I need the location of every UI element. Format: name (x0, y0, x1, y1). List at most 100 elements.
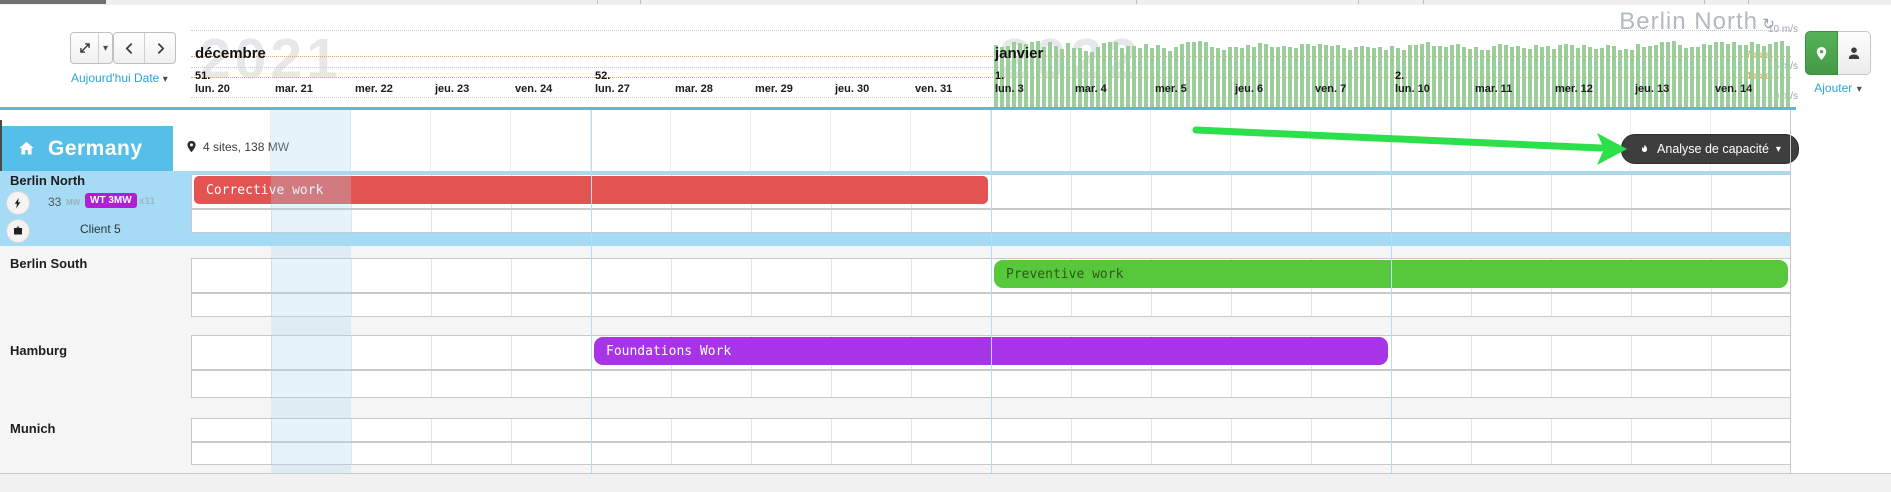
add-dropdown-label: Ajouter (1814, 81, 1853, 95)
wind-axis-label: 0 m/s (1774, 91, 1798, 102)
zoom-range-button[interactable] (71, 33, 98, 63)
wind-speed-bar (1672, 40, 1676, 107)
client-icon-circle (6, 219, 30, 243)
window-top-strip (0, 0, 1891, 5)
site-section: Hamburg Foundations Work (0, 321, 1791, 400)
gantt-row[interactable] (191, 442, 1791, 465)
today-link[interactable]: Aujourd'hui (71, 71, 131, 85)
site-section: Munich (0, 400, 1791, 473)
zoom-range-dropdown[interactable]: ▾ (98, 33, 112, 63)
wind-speed-bar (1366, 46, 1370, 107)
gantt-row[interactable] (191, 293, 1791, 317)
site-section: Berlin South Preventive work (0, 246, 1791, 321)
wind-speed-bar (1582, 44, 1586, 107)
day-label: lun. 20 (195, 83, 230, 95)
day-label: mer. 12 (1555, 83, 1593, 95)
wind-speed-bar (1264, 44, 1268, 107)
capacity-band-grid (191, 110, 1791, 171)
wind-speed-bar (1786, 46, 1790, 107)
wind-speed-bar (1000, 47, 1004, 107)
wind-speed-bar (1714, 42, 1718, 107)
site-section: Berlin North 33 MW WT 3MW x11 Client 5 Correct… (0, 171, 1791, 246)
gantt-row[interactable] (191, 370, 1791, 398)
date-dropdown[interactable]: Date ▾ (134, 71, 168, 85)
wind-speed-bar (1126, 45, 1130, 107)
window-top-tick (1704, 0, 1705, 4)
gantt-bar[interactable]: Foundations Work (594, 337, 1388, 365)
site-name: Berlin North (10, 173, 86, 188)
wind-gridline (191, 67, 1791, 68)
wind-speed-bar (1378, 47, 1382, 107)
wind-speed-bar (1660, 42, 1664, 107)
gantt-row[interactable] (191, 209, 1791, 233)
day-label: jeu. 13 (1635, 83, 1670, 95)
prev-period-button[interactable] (114, 33, 144, 63)
wind-speed-bar (1774, 42, 1778, 107)
group-name: Germany (48, 136, 143, 160)
wind-speed-bar (1696, 47, 1700, 107)
wind-speed-bar (1360, 46, 1364, 107)
group-header-germany[interactable]: Germany (2, 126, 173, 171)
wind-gridline (191, 97, 1791, 98)
wind-speed-bar (1552, 49, 1556, 107)
capacity-analysis-label: Analyse de capacité (1657, 142, 1769, 156)
wind-chart-header: Berlin North ↻ (1430, 8, 1775, 36)
wind-speed-bar (1270, 47, 1274, 107)
wind-gridline (191, 56, 1791, 57)
window-top-tick (640, 0, 641, 4)
wind-speed-bar (1648, 45, 1652, 107)
gantt-bar-label: Preventive work (1006, 266, 1124, 282)
gantt-bar[interactable]: Preventive work (994, 260, 1788, 288)
wind-speed-bar (1390, 45, 1394, 107)
wind-speed-bar (1114, 42, 1118, 107)
wind-speed-bar (1414, 44, 1418, 107)
wind-speed-bar (1282, 45, 1286, 107)
refresh-icon[interactable]: ↻ (1762, 16, 1775, 33)
next-period-button[interactable] (144, 33, 175, 63)
wind-speed-bar (1450, 45, 1454, 107)
wind-speed-bar (1426, 41, 1430, 107)
gantt-bar-label: Corrective work (206, 182, 324, 198)
wind-speed-bar (1618, 50, 1622, 107)
wind-speed-bar (1666, 42, 1670, 107)
add-person-button[interactable] (1838, 31, 1871, 75)
wind-speed-bar (1090, 51, 1094, 107)
wind-speed-bar (1558, 44, 1562, 107)
gantt-bar[interactable]: Corrective work (194, 176, 988, 204)
week-number-label: 2. (1395, 70, 1405, 82)
wind-speed-bar (1594, 48, 1598, 107)
add-dropdown[interactable]: Ajouter ▾ (1796, 79, 1880, 97)
wind-speed-bar (1768, 44, 1772, 107)
turbine-model-badge: WT 3MW (85, 193, 137, 208)
wind-speed-bar (1198, 41, 1202, 107)
wind-speed-bar (1624, 48, 1628, 107)
add-site-button[interactable] (1805, 31, 1838, 75)
wind-speed-bar (1480, 50, 1484, 107)
wind-speed-bar (1018, 42, 1022, 107)
client-name: Client 5 (80, 222, 121, 236)
wind-speed-bar (1396, 48, 1400, 107)
wind-axis-label: 10 m/s (1767, 24, 1798, 35)
wind-chart-title: Berlin North (1619, 8, 1758, 35)
wind-speed-bar (1174, 46, 1178, 107)
wind-speed-bar (1216, 47, 1220, 107)
wind-speed-bar (1342, 47, 1346, 107)
wind-speed-bar (1576, 48, 1580, 107)
window-top-dark-segment (0, 0, 106, 4)
bottom-scroll-strip[interactable] (0, 473, 1891, 492)
wind-speed-bar (1492, 45, 1496, 107)
wind-speed-bar (1180, 44, 1184, 107)
wind-speed-bar (1684, 47, 1688, 107)
wind-speed-bar (1354, 47, 1358, 107)
wind-speed-bar (1252, 46, 1256, 107)
turbine-power-icon-circle (6, 191, 30, 215)
gantt-row[interactable] (191, 418, 1791, 442)
wind-speed-bar (1036, 40, 1040, 107)
wind-speed-bar (1300, 44, 1304, 107)
wind-speed-bar (1132, 45, 1136, 107)
wind-speed-bar (1156, 44, 1160, 107)
capacity-analysis-button[interactable]: Analyse de capacité ▾ (1621, 134, 1799, 164)
wind-speed-bar (1258, 43, 1262, 107)
wind-speed-bar (1708, 45, 1712, 107)
wind-speed-bar (1462, 47, 1466, 107)
